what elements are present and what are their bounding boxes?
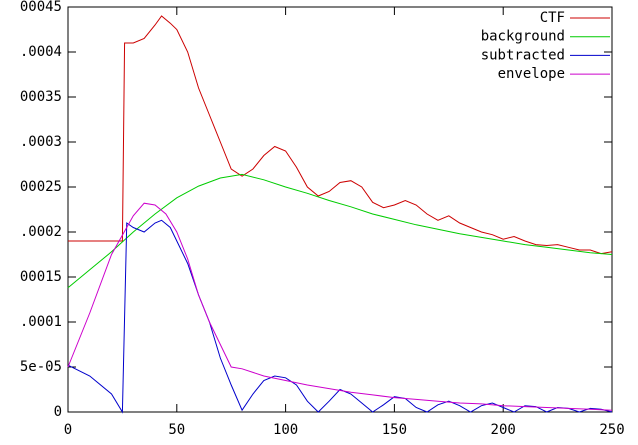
y-tick-label: 00015 bbox=[20, 269, 62, 285]
x-tick-label: 150 bbox=[382, 422, 407, 438]
series-line bbox=[68, 15, 613, 255]
series-line bbox=[67, 173, 613, 289]
legend-label: CTF bbox=[540, 10, 565, 26]
y-tick-label: 00035 bbox=[20, 89, 62, 105]
y-tick-label: .0003 bbox=[20, 134, 62, 150]
y-tick-label: .0001 bbox=[20, 314, 62, 330]
x-tick-label: 50 bbox=[168, 422, 185, 438]
x-tick-label: 250 bbox=[599, 422, 624, 438]
y-tick-label: 00025 bbox=[20, 179, 62, 195]
legend-label: subtracted bbox=[481, 47, 565, 63]
y-tick-label: 0 bbox=[54, 404, 62, 420]
legend-label: background bbox=[481, 29, 565, 45]
plot-border bbox=[67, 6, 613, 413]
series-line bbox=[67, 202, 613, 411]
y-tick-label: .0002 bbox=[20, 224, 62, 240]
x-tick-label: 100 bbox=[273, 422, 298, 438]
x-tick-label: 200 bbox=[491, 422, 516, 438]
x-tick-label: 0 bbox=[64, 422, 72, 438]
y-tick-label: 00045 bbox=[20, 0, 62, 15]
y-tick-label: 5e-05 bbox=[20, 359, 62, 375]
y-tick-label: .0004 bbox=[20, 44, 62, 60]
legend-label: envelope bbox=[498, 66, 565, 82]
series-line bbox=[67, 219, 613, 414]
